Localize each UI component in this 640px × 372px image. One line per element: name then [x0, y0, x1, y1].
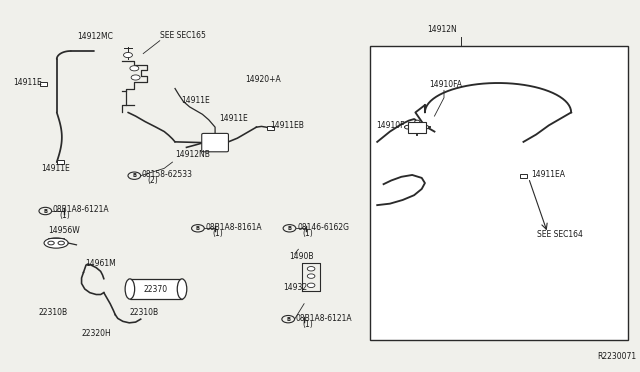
Ellipse shape: [125, 279, 134, 299]
FancyBboxPatch shape: [202, 134, 228, 152]
Text: (1): (1): [212, 229, 223, 238]
Text: 14911EB: 14911EB: [271, 121, 304, 130]
Text: 14911E: 14911E: [13, 78, 42, 87]
Text: 14911EA: 14911EA: [531, 170, 565, 179]
Text: 22370: 22370: [144, 285, 168, 294]
Bar: [40, 81, 47, 86]
Text: 22320H: 22320H: [81, 329, 111, 338]
Circle shape: [307, 283, 315, 288]
Text: (2): (2): [147, 176, 158, 185]
Circle shape: [422, 125, 429, 129]
Ellipse shape: [177, 279, 187, 299]
Text: 14912MC: 14912MC: [77, 32, 113, 41]
Text: 22310B: 22310B: [129, 308, 158, 317]
Text: B: B: [132, 173, 136, 178]
Circle shape: [48, 241, 54, 245]
Text: 14912NB: 14912NB: [175, 150, 210, 159]
Text: 14920+A: 14920+A: [245, 75, 281, 84]
Text: 14911E: 14911E: [42, 164, 70, 173]
Text: (1): (1): [302, 320, 313, 328]
Text: 08B1A8-6121A: 08B1A8-6121A: [296, 314, 353, 323]
Text: 14912N: 14912N: [427, 25, 456, 34]
Text: 14961M: 14961M: [84, 259, 115, 268]
Circle shape: [130, 66, 139, 71]
Bar: [408, 122, 426, 133]
Circle shape: [307, 274, 315, 278]
Text: (1): (1): [302, 229, 313, 238]
Text: 22310B: 22310B: [39, 308, 68, 317]
Text: B: B: [44, 209, 47, 214]
Circle shape: [415, 120, 420, 123]
Text: 14910F: 14910F: [376, 121, 404, 130]
Circle shape: [58, 241, 65, 245]
Text: 08158-62533: 08158-62533: [142, 170, 193, 179]
Text: 08146-6162G: 08146-6162G: [297, 223, 349, 232]
Text: B: B: [196, 226, 200, 231]
Bar: [520, 174, 527, 177]
Text: 1490B: 1490B: [289, 252, 314, 261]
Ellipse shape: [44, 238, 68, 248]
Text: R2230071: R2230071: [598, 352, 637, 361]
Text: 08B1A8-6121A: 08B1A8-6121A: [53, 205, 109, 214]
Text: 14932: 14932: [283, 283, 307, 292]
Text: 14956W: 14956W: [48, 226, 79, 235]
Bar: [130, 279, 182, 299]
Text: B: B: [286, 317, 290, 322]
Bar: [268, 126, 273, 130]
Text: 14910FA: 14910FA: [429, 80, 462, 89]
Circle shape: [131, 75, 140, 80]
Text: 08B1A8-8161A: 08B1A8-8161A: [205, 223, 262, 232]
Text: B: B: [287, 226, 291, 231]
Text: SEE SEC165: SEE SEC165: [160, 31, 205, 39]
Bar: [57, 160, 65, 164]
Text: (1): (1): [60, 211, 70, 220]
Text: 14911E: 14911E: [220, 113, 248, 122]
Circle shape: [307, 267, 315, 271]
Bar: [369, 46, 628, 340]
Text: SEE SEC164: SEE SEC164: [538, 230, 583, 239]
Circle shape: [404, 125, 411, 129]
Text: 14911E: 14911E: [181, 96, 210, 105]
Circle shape: [124, 52, 132, 58]
